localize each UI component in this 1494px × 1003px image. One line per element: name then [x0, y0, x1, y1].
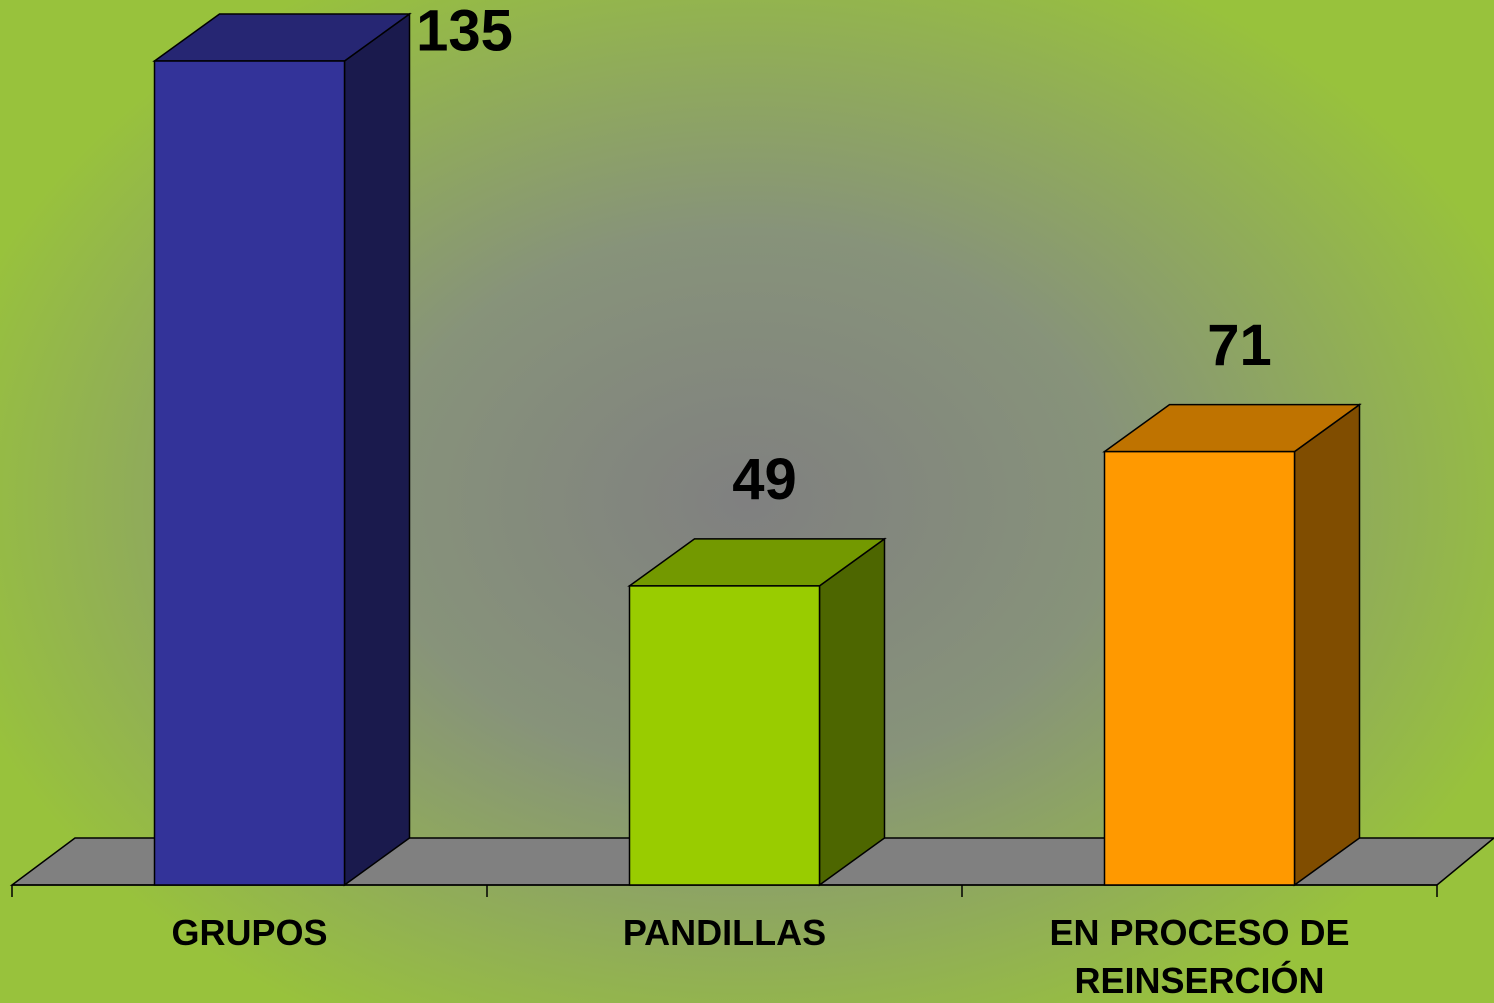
bar-side: [343, 12, 411, 887]
bar-side: [818, 537, 886, 887]
bar: [1103, 450, 1296, 886]
value-label: 135: [416, 0, 513, 63]
x-tick-label: GRUPOS: [171, 912, 328, 953]
value-label: 49: [732, 447, 797, 512]
value-label: 71: [1207, 313, 1272, 378]
bar-side: [1293, 403, 1361, 887]
x-tick-label: PANDILLAS: [622, 912, 827, 953]
bar: [153, 60, 346, 886]
x-tick-label: EN PROCESO DE REINSERCIÓN: [1049, 912, 1350, 1001]
bar: [628, 585, 821, 886]
